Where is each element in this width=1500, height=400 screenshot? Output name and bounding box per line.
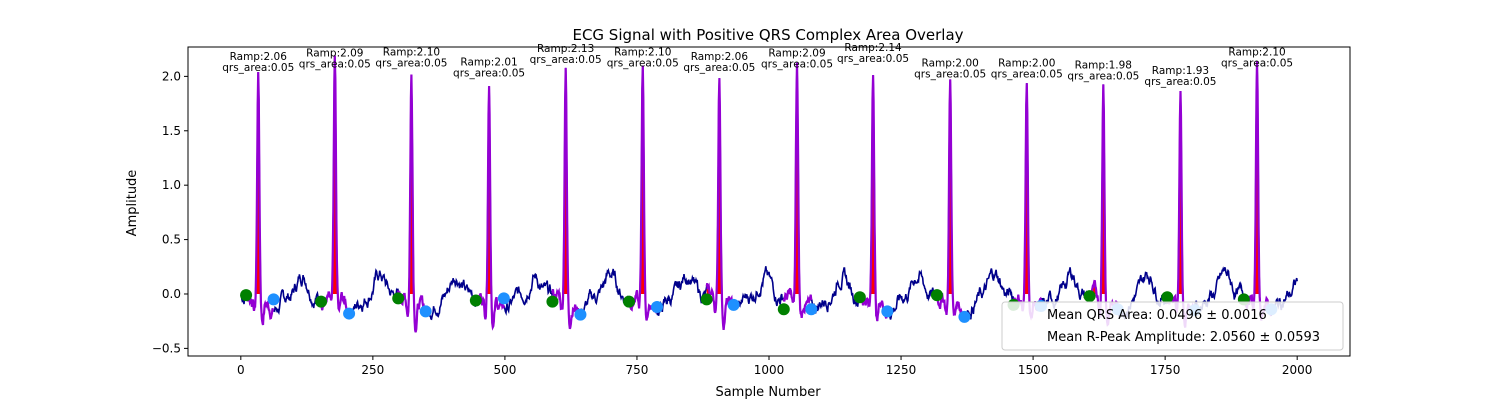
qrs-area-label: qrs_area:0.05 [222,62,294,74]
qrs-offset-marker [419,305,432,318]
qrs-offset-marker [958,310,971,323]
qrs-offset-marker [574,308,587,321]
qrs-area-label: qrs_area:0.05 [761,59,833,71]
r-peak-amplitude-label: Ramp:2.10 [1228,46,1285,58]
qrs-onset-marker [315,295,328,308]
qrs-offset-marker [497,292,510,305]
qrs-area-label: qrs_area:0.05 [607,57,679,69]
y-axis-label: Amplitude [125,170,140,237]
qrs-onset-marker [546,295,559,308]
qrs-complex-line [782,62,813,319]
x-tick-label: 1250 [886,363,917,377]
legend-entry-r-peak: Mean R-Peak Amplitude: 2.0560 ± 0.0593 [1047,330,1320,345]
x-tick-label: 1750 [1150,363,1181,377]
qrs-onset-marker [777,303,790,316]
r-peak-amplitude-label: Ramp:2.10 [614,46,671,58]
peak-annotations: Ramp:2.06qrs_area:0.05Ramp:2.09qrs_area:… [222,42,1293,88]
r-peak-amplitude-label: Ramp:2.10 [383,46,440,58]
qrs-complex-line [705,78,735,331]
r-peak-amplitude-label: Ramp:2.14 [844,42,902,54]
qrs-area-label: qrs_area:0.05 [530,54,602,66]
qrs-onset-marker [240,289,253,302]
y-tick-label: 0.5 [162,233,181,247]
x-tick-label: 250 [361,363,384,377]
x-tick-label: 1000 [754,363,785,377]
r-peak-amplitude-label: Ramp:2.00 [922,57,979,69]
y-tick-label: −0.5 [152,341,181,355]
qrs-area-label: qrs_area:0.05 [453,67,525,79]
r-peak-amplitude-label: Ramp:1.98 [1075,60,1132,72]
qrs-onset-marker [1161,291,1174,304]
chart-title: ECG Signal with Positive QRS Complex Are… [572,26,963,44]
axes: 0 250 500 750 1000 1250 1500 1750 2000 −0.5 0.0 0.5… [152,46,1351,377]
qrs-onset-marker [853,291,866,304]
y-tick-label: 1.5 [162,124,181,138]
qrs-offset-marker [881,305,894,318]
qrs-complex-line [551,67,582,330]
qrs-area-label: qrs_area:0.05 [991,68,1063,80]
x-tick-label: 500 [493,363,516,377]
legend-box [1001,301,1344,351]
legend: Mean QRS Area: 0.0496 ± 0.0016 Mean R-Pe… [1001,301,1344,351]
r-peak-amplitude-label: Ramp:2.01 [460,56,517,68]
r-peak-amplitude-label: Ramp:1.93 [1152,65,1209,77]
r-peak-amplitude-label: Ramp:2.09 [768,48,825,60]
qrs-offset-marker [267,293,280,306]
r-peak-amplitude-label: Ramp:2.13 [537,43,594,55]
qrs-onset-marker [623,295,636,308]
legend-entry-qrs-area: Mean QRS Area: 0.0496 ± 0.0016 [1047,308,1267,323]
qrs-complex-line [245,71,275,326]
qrs-onset-marker [700,293,713,306]
qrs-area-label: qrs_area:0.05 [1144,76,1216,88]
x-tick-label: 1500 [1018,363,1049,377]
qrs-area-label: qrs_area:0.05 [375,57,447,69]
qrs-area-label: qrs_area:0.05 [837,53,909,65]
qrs-offset-marker [805,303,818,316]
qrs-area-label: qrs_area:0.05 [914,68,986,80]
y-tick-label: 1.0 [162,178,181,192]
qrs-complex-line [474,86,505,331]
r-peak-amplitude-label: Ramp:2.09 [306,48,363,60]
qrs-offset-marker [727,298,740,311]
qrs-offset-marker [343,307,356,320]
r-peak-amplitude-label: Ramp:2.06 [691,51,749,63]
qrs-area-label: qrs_area:0.05 [683,62,755,74]
qrs-onset-marker [392,292,405,305]
y-tick-label: 2.0 [162,69,181,83]
qrs-onset-marker [469,294,482,307]
x-tick-label: 750 [626,363,649,377]
y-tick-label: 0.0 [162,287,181,301]
r-peak-amplitude-label: Ramp:2.00 [998,57,1055,69]
qrs-area-label: qrs_area:0.05 [299,59,371,71]
x-tick-label: 0 [237,363,245,377]
x-axis-label: Sample Number [715,385,821,400]
qrs-area-label: qrs_area:0.05 [1221,57,1293,69]
qrs-area-label: qrs_area:0.05 [1067,71,1139,83]
r-peak-amplitude-label: Ramp:2.06 [230,51,288,63]
x-tick-label: 2000 [1282,363,1313,377]
qrs-onset-marker [1083,290,1096,303]
qrs-onset-marker [930,289,943,302]
qrs-offset-marker [651,301,664,314]
plot-area [240,55,1298,333]
